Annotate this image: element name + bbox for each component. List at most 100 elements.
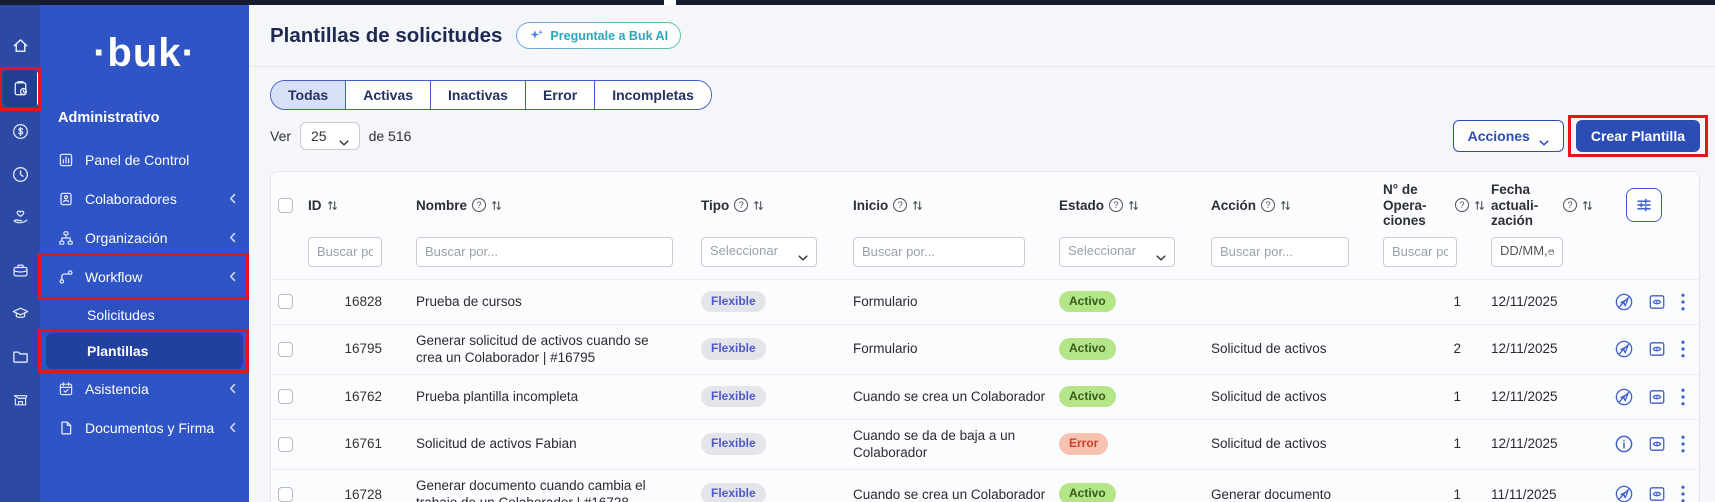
row-checkbox[interactable] [278,341,293,357]
preview-icon[interactable] [1647,484,1667,502]
help-icon[interactable]: ? [1455,198,1469,213]
preview-icon[interactable] [1647,387,1667,407]
header-divider [249,66,1715,67]
tab-activas[interactable]: Activas [346,81,432,109]
help-icon[interactable]: ? [893,198,908,213]
sort-icon[interactable] [491,199,502,212]
send-disabled-icon[interactable] [1614,484,1634,502]
sort-icon[interactable] [1474,199,1485,212]
filter-tipo-select[interactable]: Seleccionar [701,236,817,267]
rail-item-storefront[interactable] [3,381,37,418]
kebab-menu-icon[interactable] [1680,434,1686,454]
filter-nombre-input[interactable] [416,236,673,267]
chevron-left-icon [228,270,237,283]
sidebar-item-solicitudes[interactable]: Solicitudes [40,296,249,333]
estado-badge: Activo [1059,338,1116,360]
sort-icon[interactable] [1280,199,1291,212]
page-size-value: 25 [311,128,327,144]
help-icon[interactable]: ? [1109,198,1124,213]
help-icon[interactable]: ? [1563,198,1577,213]
kebab-menu-icon[interactable] [1680,292,1686,312]
help-icon[interactable]: ? [734,198,749,213]
cell-estado: Activo [1059,338,1211,360]
table-filter-row: Seleccionar Seleccionar DD/MM, [271,229,1699,279]
sidebar-item-colaboradores[interactable]: Colaboradores [40,179,249,218]
cell-accion: Solicitud de activos [1211,388,1327,404]
cell-fecha: 12/11/2025 [1491,341,1558,357]
kebab-menu-icon[interactable] [1680,484,1686,502]
tab-error[interactable]: Error [525,81,596,109]
help-icon[interactable]: ? [472,198,487,213]
page-size-select[interactable]: 25 [300,122,360,150]
sort-icon[interactable] [1582,199,1593,212]
cell-id: 16761 [344,436,382,452]
cell-estado: Activo [1059,290,1211,313]
ai-button-label: Preguntale a Buk AI [550,28,669,43]
preview-icon[interactable] [1647,292,1667,312]
filter-estado-select[interactable]: Seleccionar [1059,236,1175,267]
cell-operaciones: 1 [1453,486,1461,502]
crear-plantilla-button[interactable]: Crear Plantilla [1575,120,1700,152]
table-body: 16828 Prueba de cursos Flexible Formulario A… [271,278,1699,502]
calendar-check-icon [58,381,74,397]
sidebar-item-panel-de-control[interactable]: Panel de Control [40,140,249,179]
rail-item-hand-heart[interactable] [3,199,37,236]
sidebar-item-plantillas[interactable]: Plantillas [46,333,243,369]
row-checkbox[interactable] [278,436,293,452]
filter-cell-tipo: Seleccionar [701,236,853,267]
kebab-menu-icon[interactable] [1680,339,1686,359]
row-checkbox[interactable] [278,486,293,502]
filter-inicio-input[interactable] [853,236,1025,267]
row-checkbox-cell [271,389,308,405]
sidebar-item-asistencia[interactable]: Asistencia [40,369,249,408]
column-settings-button[interactable] [1626,188,1662,223]
sidebar-item-label: Documentos y Firma [85,419,215,436]
tab-todas[interactable]: Todas [271,81,347,109]
select-all-checkbox[interactable] [278,197,293,213]
rail-item-dollar[interactable] [3,113,37,150]
column-header-fecha-actuali-zacion: Fecha actuali-zación? [1491,182,1599,229]
row-checkbox[interactable] [278,389,293,405]
sort-icon[interactable] [753,199,764,212]
filter-n-de-opera-ciones-input[interactable] [1383,236,1457,267]
send-disabled-icon[interactable] [1614,292,1634,312]
info-icon[interactable] [1614,434,1634,454]
rail-item-graduation-cap[interactable] [3,295,37,332]
sort-icon[interactable] [327,199,338,212]
preview-icon[interactable] [1647,339,1667,359]
column-label: Tipo [701,197,730,213]
column-header-n-de-opera-ciones: N° de Opera-ciones? [1383,182,1491,229]
filter-fecha-actuali-zacion-date-input[interactable]: DD/MM, [1491,236,1563,267]
rail-item-folder[interactable] [3,338,37,375]
org-chart-icon [58,230,74,246]
rail-item-clipboard-clock[interactable] [3,70,40,107]
help-icon[interactable]: ? [1261,198,1276,213]
tab-incompletas[interactable]: Incompletas [595,81,711,109]
filter-accion-input[interactable] [1211,236,1349,267]
cell-id: 16728 [344,486,382,502]
panel-icon [58,152,74,168]
sort-icon[interactable] [912,199,923,212]
sort-icon[interactable] [1128,199,1139,212]
sidebar-item-organizacion[interactable]: Organización [40,218,249,257]
tab-inactivas[interactable]: Inactivas [431,81,526,109]
cell-tipo: Flexible [701,433,853,455]
kebab-menu-icon[interactable] [1680,387,1686,407]
row-checkbox-cell [271,341,308,357]
folder-icon [11,347,30,366]
sidebar-item-documentos-y-firma[interactable]: Documentos y Firma [40,408,249,447]
page-title: Plantillas de solicitudes [270,23,503,47]
rail-item-briefcase[interactable] [3,252,37,289]
rail-item-clock[interactable] [3,156,37,193]
row-checkbox[interactable] [278,294,293,310]
filter-id-input[interactable] [308,236,382,267]
estado-badge: Error [1059,433,1109,455]
rail-item-home[interactable] [3,27,37,64]
acciones-button[interactable]: Acciones [1452,120,1564,152]
send-disabled-icon[interactable] [1614,339,1634,359]
send-disabled-icon[interactable] [1614,387,1634,407]
ask-buk-ai-button[interactable]: Preguntale a Buk AI [516,22,681,49]
sidebar-item-label: Organización [85,229,168,246]
sidebar-item-workflow[interactable]: Workflow [40,257,249,296]
preview-icon[interactable] [1647,434,1667,454]
